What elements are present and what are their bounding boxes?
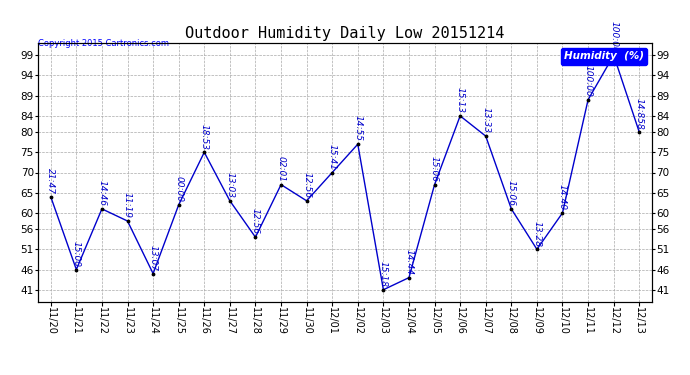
Text: 100:00: 100:00	[609, 21, 618, 53]
Text: 15:13: 15:13	[455, 87, 464, 113]
Text: 13:28: 13:28	[533, 220, 542, 246]
Text: 13:07: 13:07	[148, 245, 157, 271]
Text: 13:33: 13:33	[481, 107, 490, 134]
Text: 15:41: 15:41	[328, 144, 337, 170]
Text: 12:56: 12:56	[302, 172, 311, 198]
Text: 02:01: 02:01	[277, 156, 286, 182]
Text: 15:06: 15:06	[507, 180, 516, 206]
Text: 14:55: 14:55	[353, 116, 362, 141]
Text: 14:858: 14:858	[635, 98, 644, 129]
Title: Outdoor Humidity Daily Low 20151214: Outdoor Humidity Daily Low 20151214	[186, 26, 504, 40]
Text: 14:46: 14:46	[97, 180, 106, 206]
Text: 13:03: 13:03	[226, 172, 235, 198]
Text: 15:18: 15:18	[379, 261, 388, 287]
Text: 15:06: 15:06	[430, 156, 439, 182]
Text: 14:44: 14:44	[404, 249, 413, 275]
Legend: Humidity  (%): Humidity (%)	[560, 48, 647, 64]
Text: 14:40: 14:40	[558, 184, 567, 210]
Text: 12:56: 12:56	[251, 209, 260, 234]
Text: 21:47: 21:47	[46, 168, 55, 194]
Text: 18:53: 18:53	[200, 123, 209, 150]
Text: 15:00: 15:00	[72, 241, 81, 267]
Text: Copyright 2015 Cartronics.com: Copyright 2015 Cartronics.com	[38, 39, 169, 48]
Text: 00:00: 00:00	[174, 176, 183, 202]
Text: 11:19: 11:19	[123, 192, 132, 218]
Text: 100:00: 100:00	[584, 65, 593, 97]
